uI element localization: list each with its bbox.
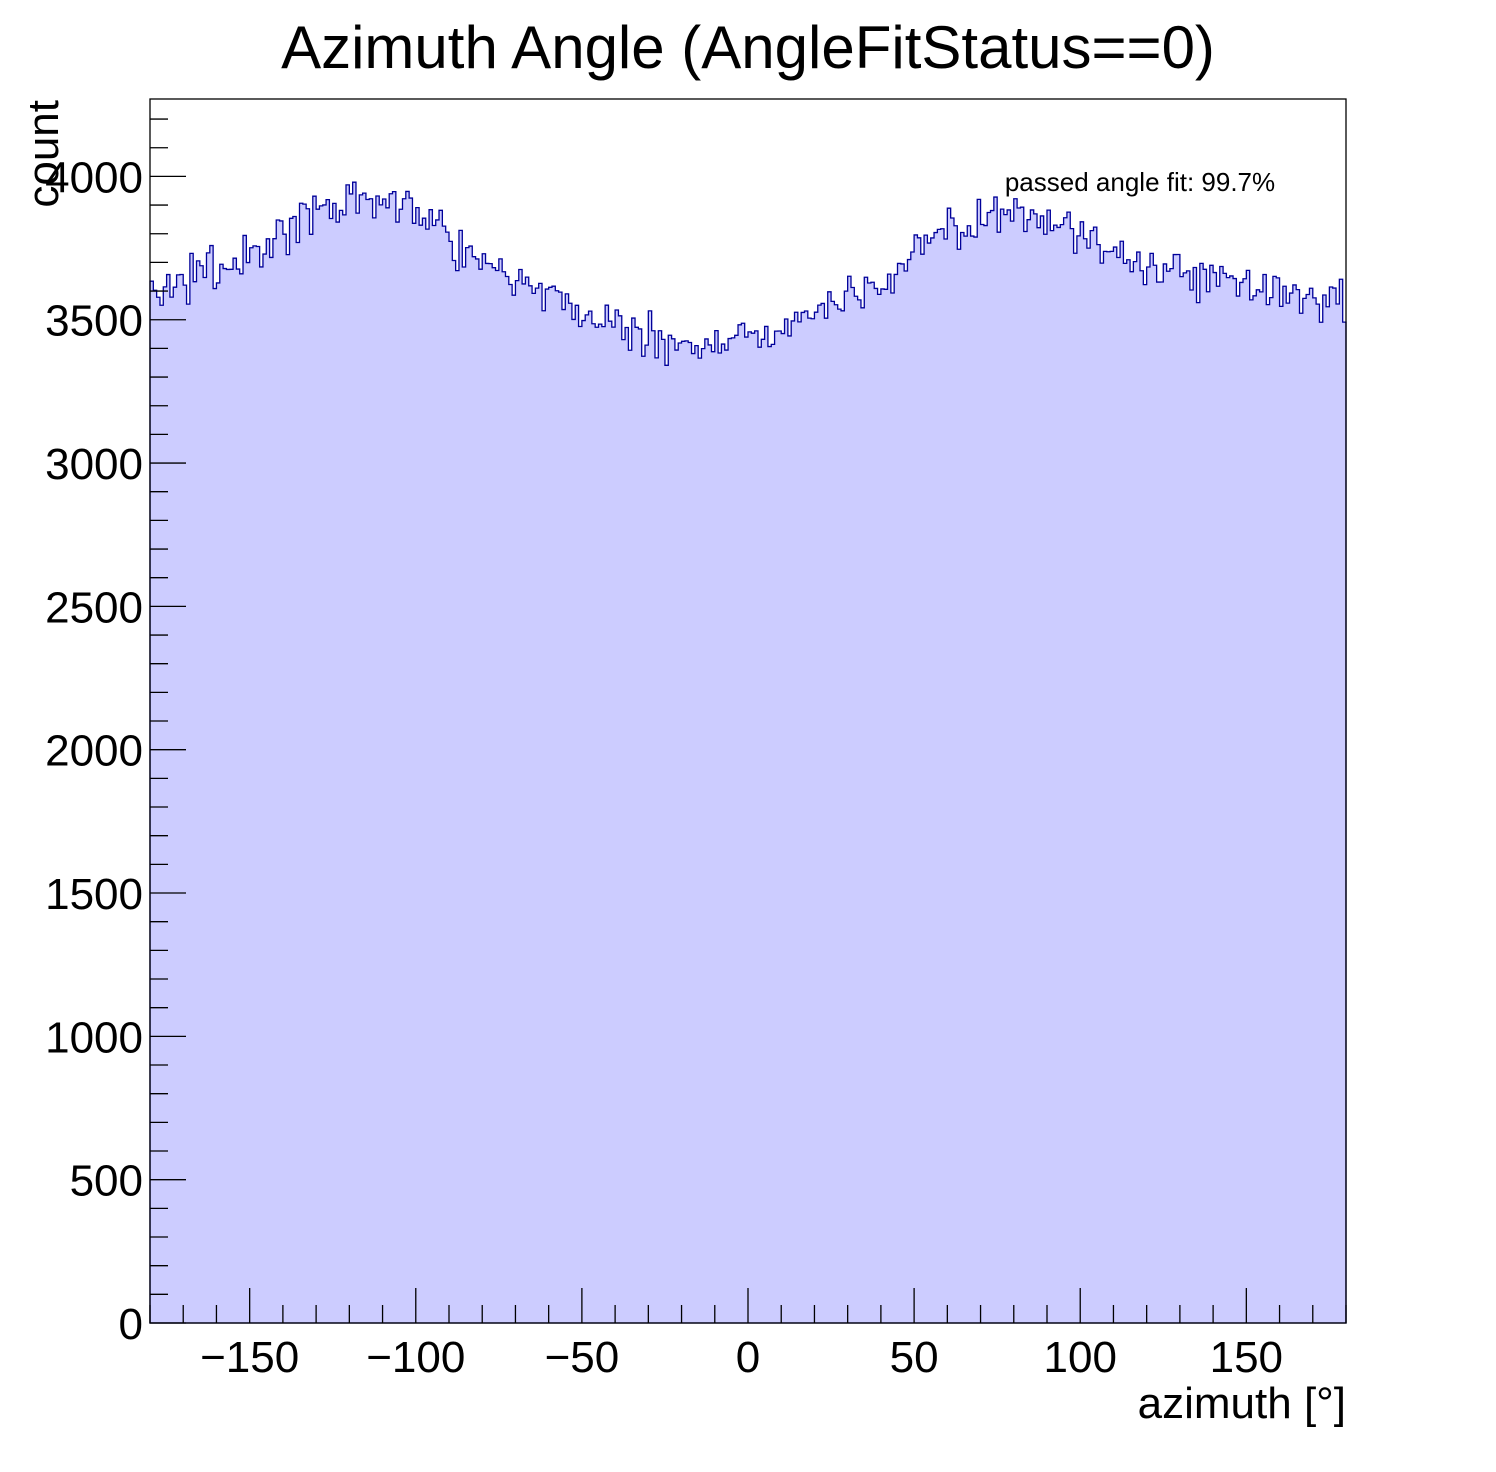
x-tick-label: −50 (545, 1333, 620, 1382)
x-tick-label: 150 (1210, 1333, 1283, 1382)
y-tick-label: 3500 (45, 297, 143, 346)
y-tick-label: 0 (119, 1300, 143, 1349)
plot-area (149, 181, 1347, 1324)
y-tick-label: 3000 (45, 440, 143, 489)
y-axis-label: count (19, 100, 68, 208)
x-tick-label: −150 (200, 1333, 299, 1382)
y-tick-label: 1000 (45, 1013, 143, 1062)
y-tick-label: 2000 (45, 727, 143, 776)
y-tick-label: 2500 (45, 583, 143, 632)
x-tick-label: −100 (366, 1333, 465, 1382)
x-tick-label: 100 (1044, 1333, 1117, 1382)
histogram-bars (149, 181, 1347, 1324)
y-tick-label: 4000 (45, 153, 143, 202)
chart-title: Azimuth Angle (AngleFitStatus==0) (281, 14, 1215, 81)
y-tick-label: 500 (70, 1157, 143, 1206)
fit-annotation: passed angle fit: 99.7% (1005, 167, 1275, 197)
axes: −150 −100 −50 0 50 100 15005001000150020002500… (45, 98, 1347, 1382)
x-axis-label: azimuth [°] (1138, 1379, 1346, 1428)
x-tick-label: 50 (890, 1333, 939, 1382)
x-tick-label: 0 (736, 1333, 760, 1382)
y-tick-label: 1500 (45, 870, 143, 919)
